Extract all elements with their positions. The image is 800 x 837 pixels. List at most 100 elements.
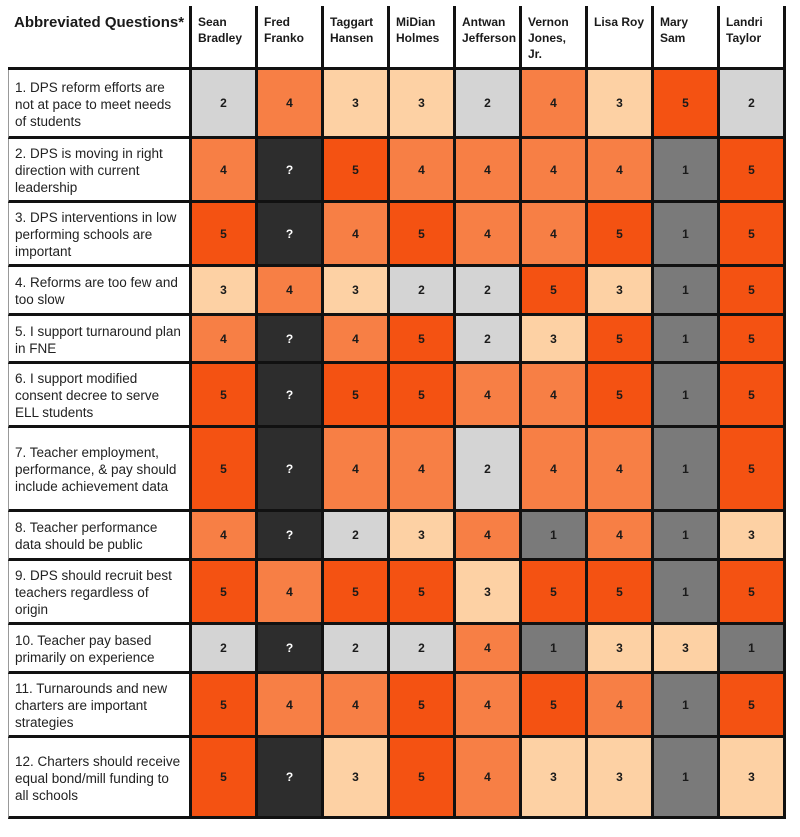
score-cell: 1 — [654, 561, 720, 625]
candidate-name-line: Vernon — [528, 15, 569, 29]
score-cell: 4 — [456, 139, 522, 203]
score-cell: 2 — [390, 625, 456, 674]
candidate-name-line: Antwan — [462, 15, 506, 29]
score-cell: 5 — [588, 203, 654, 267]
score-cell: 3 — [390, 70, 456, 139]
score-cell: 2 — [456, 428, 522, 512]
score-cell: 5 — [390, 738, 456, 819]
question-text: 11. Turnarounds and new charters are imp… — [8, 674, 192, 738]
score-cell: 3 — [588, 625, 654, 674]
score-cell: 2 — [192, 625, 258, 674]
header-row: Abbreviated Questions* Sean Bradley Fred Fr… — [8, 6, 786, 70]
score-cell: 5 — [390, 674, 456, 738]
score-cell: 1 — [654, 674, 720, 738]
score-cell: 5 — [720, 674, 786, 738]
score-cell: 4 — [258, 561, 324, 625]
score-cell: 1 — [654, 738, 720, 819]
question-text: 5. I support turnaround plan in FNE — [8, 316, 192, 364]
score-cell: 5 — [390, 561, 456, 625]
table-row: 8. Teacher performance data should be pu… — [8, 512, 786, 561]
score-cell: 4 — [192, 316, 258, 364]
candidate-name-line: Jr. — [528, 47, 543, 61]
score-cell: 4 — [324, 203, 390, 267]
score-cell: 4 — [588, 428, 654, 512]
score-cell: 4 — [192, 139, 258, 203]
score-cell: 4 — [588, 674, 654, 738]
question-text: 6. I support modified consent decree to … — [8, 364, 192, 428]
question-text: 9. DPS should recruit best teachers rega… — [8, 561, 192, 625]
score-cell: 2 — [192, 70, 258, 139]
score-cell: 2 — [390, 267, 456, 316]
candidate-name-line: Hansen — [330, 31, 374, 45]
score-cell: 5 — [588, 561, 654, 625]
score-cell: 5 — [720, 139, 786, 203]
score-cell: 3 — [720, 512, 786, 561]
candidate-header-4: Antwan Jefferson — [456, 6, 522, 70]
candidate-name-line: Lisa Roy — [594, 15, 645, 29]
score-cell: ? — [258, 428, 324, 512]
score-cell: 5 — [192, 738, 258, 819]
score-cell: 4 — [588, 512, 654, 561]
candidate-header-7: Mary Sam — [654, 6, 720, 70]
question-text: 4. Reforms are too few and too slow — [8, 267, 192, 316]
table-row: 1. DPS reform efforts are not at pace to… — [8, 70, 786, 139]
score-cell: 5 — [720, 203, 786, 267]
question-text: 1. DPS reform efforts are not at pace to… — [8, 70, 192, 139]
candidate-name-line: Bradley — [198, 31, 243, 45]
score-cell: 2 — [456, 70, 522, 139]
score-cell: 3 — [588, 738, 654, 819]
score-cell: 3 — [588, 70, 654, 139]
score-cell: 2 — [456, 267, 522, 316]
score-cell: 3 — [522, 316, 588, 364]
score-cell: 5 — [522, 561, 588, 625]
score-cell: 5 — [720, 561, 786, 625]
score-cell: 4 — [522, 203, 588, 267]
score-cell: 5 — [522, 267, 588, 316]
score-cell: 5 — [324, 139, 390, 203]
score-cell: 5 — [192, 674, 258, 738]
score-cell: 5 — [192, 428, 258, 512]
score-cell: 3 — [522, 738, 588, 819]
score-cell: 1 — [654, 267, 720, 316]
score-cell: 3 — [324, 738, 390, 819]
candidate-header-5: Vernon Jones, Jr. — [522, 6, 588, 70]
score-cell: 4 — [324, 316, 390, 364]
candidate-name-line: Jones, — [528, 31, 567, 45]
score-cell: 5 — [522, 674, 588, 738]
score-cell: 4 — [522, 139, 588, 203]
score-cell: ? — [258, 316, 324, 364]
table-row: 9. DPS should recruit best teachers rega… — [8, 561, 786, 625]
score-cell: ? — [258, 738, 324, 819]
candidate-name-line: Landri — [726, 15, 763, 29]
score-cell: 4 — [456, 203, 522, 267]
score-cell: 4 — [522, 364, 588, 428]
score-cell: 5 — [192, 561, 258, 625]
score-cell: 5 — [390, 316, 456, 364]
score-cell: 5 — [654, 70, 720, 139]
question-text: 2. DPS is moving in right direction with… — [8, 139, 192, 203]
table-row: 11. Turnarounds and new charters are imp… — [8, 674, 786, 738]
question-text: 10. Teacher pay based primarily on exper… — [8, 625, 192, 674]
candidate-name-line: MiDian — [396, 15, 436, 29]
score-cell: 3 — [390, 512, 456, 561]
score-cell: 4 — [588, 139, 654, 203]
table-row: 10. Teacher pay based primarily on exper… — [8, 625, 786, 674]
score-cell: 4 — [456, 738, 522, 819]
score-cell: 3 — [720, 738, 786, 819]
candidate-header-2: Taggart Hansen — [324, 6, 390, 70]
score-cell: 3 — [324, 267, 390, 316]
score-cell: 5 — [588, 316, 654, 364]
candidate-name-line: Taylor — [726, 31, 762, 45]
score-cell: 3 — [456, 561, 522, 625]
score-cell: 4 — [258, 70, 324, 139]
score-cell: 1 — [654, 139, 720, 203]
score-cell: 4 — [258, 267, 324, 316]
table-row: 5. I support turnaround plan in FNE 4? 4 5 2… — [8, 316, 786, 364]
score-cell: ? — [258, 625, 324, 674]
survey-table: Abbreviated Questions* Sean Bradley Fred Fr… — [8, 6, 786, 819]
score-cell: 5 — [720, 428, 786, 512]
score-cell: 1 — [654, 512, 720, 561]
score-cell: ? — [258, 203, 324, 267]
score-cell: 3 — [192, 267, 258, 316]
